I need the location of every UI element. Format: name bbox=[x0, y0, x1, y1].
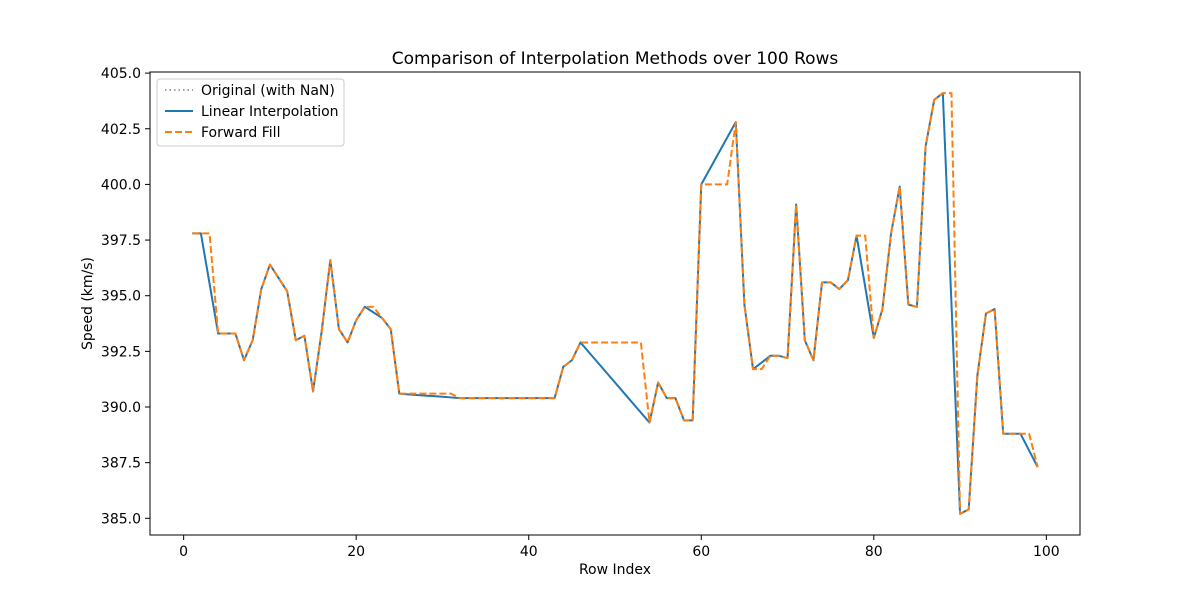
y-tick-label: 390.0 bbox=[101, 400, 141, 416]
x-tick-label: 0 bbox=[179, 544, 188, 560]
y-tick-label: 405.0 bbox=[101, 66, 141, 82]
legend-label-original: Original (with NaN) bbox=[201, 83, 335, 99]
plot-frame bbox=[149, 71, 1081, 536]
y-tick-label: 387.5 bbox=[101, 456, 141, 472]
x-tick-label: 20 bbox=[347, 544, 365, 560]
x-axis-label: Row Index bbox=[579, 562, 651, 578]
y-tick-label: 395.0 bbox=[101, 289, 141, 305]
x-axis: 0 20 40 60 80 100 bbox=[179, 535, 1060, 560]
series-lines bbox=[192, 92, 1039, 515]
chart-title: Comparison of Interpolation Methods over… bbox=[392, 49, 839, 69]
y-tick-label: 392.5 bbox=[101, 344, 141, 360]
y-tick-label: 385.0 bbox=[101, 511, 141, 527]
y-axis-label: Speed (km/s) bbox=[80, 257, 96, 350]
plot-area bbox=[192, 92, 1039, 515]
legend-label-linear: Linear Interpolation bbox=[201, 104, 339, 120]
y-tick-label: 397.5 bbox=[101, 233, 141, 249]
x-tick-label: 100 bbox=[1033, 544, 1060, 560]
x-tick-label: 80 bbox=[865, 544, 883, 560]
y-tick-label: 400.0 bbox=[101, 177, 141, 193]
legend: Original (with NaN) Linear Interpolation… bbox=[156, 78, 345, 147]
legend-box bbox=[156, 78, 345, 147]
series-line-forward-fill bbox=[192, 92, 1039, 515]
y-tick-label: 402.5 bbox=[101, 122, 141, 138]
y-axis: 385.0 387.5 390.0 392.5 395.0 397.5 400.0 402.5… bbox=[101, 66, 150, 527]
x-tick-label: 60 bbox=[692, 544, 710, 560]
x-tick-label: 40 bbox=[520, 544, 538, 560]
legend-label-ffill: Forward Fill bbox=[201, 125, 280, 141]
